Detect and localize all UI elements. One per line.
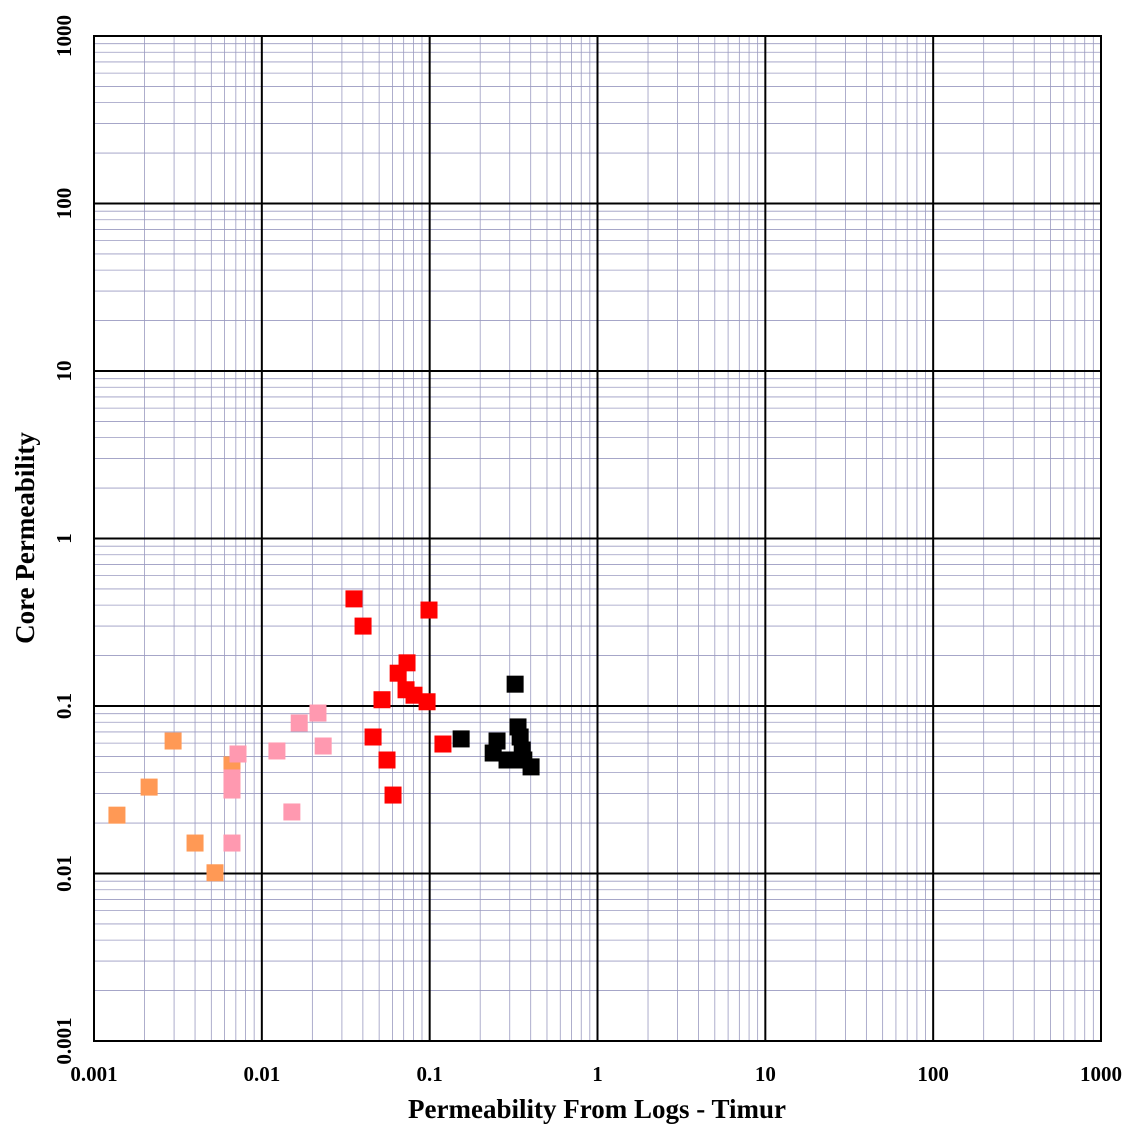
point [186,834,204,852]
y-tick-label: 0.1 [52,693,76,719]
y-axis-title: Core Permeability [10,432,40,644]
y-tick-label: 1000 [52,15,76,57]
x-tick-label: 0.01 [243,1062,280,1086]
point [389,664,407,682]
x-tick-label: 0.1 [417,1062,443,1086]
y-tick-label: 0.01 [52,855,76,892]
x-tick-label: 0.001 [70,1062,117,1086]
x-tick-label: 1 [592,1062,603,1086]
point [434,735,452,753]
point [506,675,524,693]
point [283,803,301,821]
point [229,745,247,763]
y-tick-label: 0.001 [52,1017,76,1064]
x-tick-label: 1000 [1080,1062,1122,1086]
point [364,728,382,746]
point [223,769,241,787]
point [405,686,423,704]
point [140,778,158,796]
point [511,728,529,746]
x-tick-label: 100 [917,1062,949,1086]
point [484,744,502,762]
point [223,834,241,852]
point [108,806,126,824]
y-tick-label: 10 [52,361,76,382]
y-tick-label: 1 [52,533,76,544]
point [373,691,391,709]
point [290,714,308,732]
point [268,742,286,760]
plot-frame [93,35,1102,1042]
point [345,590,363,608]
point [420,601,438,619]
point [309,704,327,722]
x-axis-title: Permeability From Logs - Timur [408,1094,786,1124]
point [384,786,402,804]
point [378,751,396,769]
point [498,751,516,769]
point [164,732,182,750]
point [206,864,224,882]
x-tick-label: 10 [755,1062,776,1086]
y-tick-label: 100 [52,188,76,220]
point [354,617,372,635]
point [418,693,436,711]
point [522,758,540,776]
point [314,737,332,755]
point [452,730,470,748]
